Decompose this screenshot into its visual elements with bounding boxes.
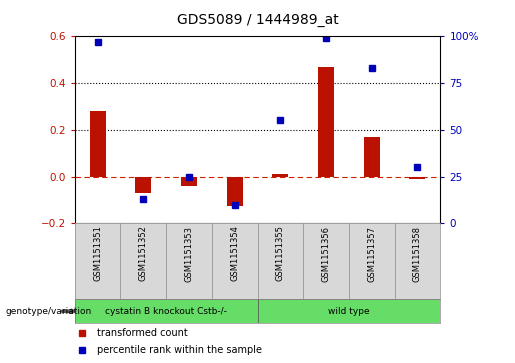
Bar: [90, 111, 106, 176]
Text: GSM1151357: GSM1151357: [367, 225, 376, 282]
Bar: [75, 299, 258, 323]
Text: GSM1151356: GSM1151356: [321, 225, 331, 282]
Text: transformed count: transformed count: [97, 328, 187, 338]
Text: cystatin B knockout Cstb-/-: cystatin B knockout Cstb-/-: [105, 307, 227, 316]
Bar: [258, 299, 440, 323]
Text: percentile rank within the sample: percentile rank within the sample: [97, 345, 262, 355]
Bar: [364, 137, 380, 176]
Text: GSM1151351: GSM1151351: [93, 225, 102, 281]
Bar: [227, 176, 243, 206]
Text: GSM1151354: GSM1151354: [230, 225, 239, 281]
Text: genotype/variation: genotype/variation: [5, 307, 91, 316]
Bar: [272, 174, 288, 176]
Text: GSM1151353: GSM1151353: [184, 225, 194, 282]
Text: GSM1151352: GSM1151352: [139, 225, 148, 281]
Bar: [409, 176, 425, 179]
Text: wild type: wild type: [328, 307, 370, 316]
Bar: [181, 176, 197, 186]
Text: GDS5089 / 1444989_at: GDS5089 / 1444989_at: [177, 13, 338, 27]
Bar: [135, 176, 151, 193]
Text: GSM1151358: GSM1151358: [413, 225, 422, 282]
Text: GSM1151355: GSM1151355: [276, 225, 285, 281]
Bar: [318, 67, 334, 176]
